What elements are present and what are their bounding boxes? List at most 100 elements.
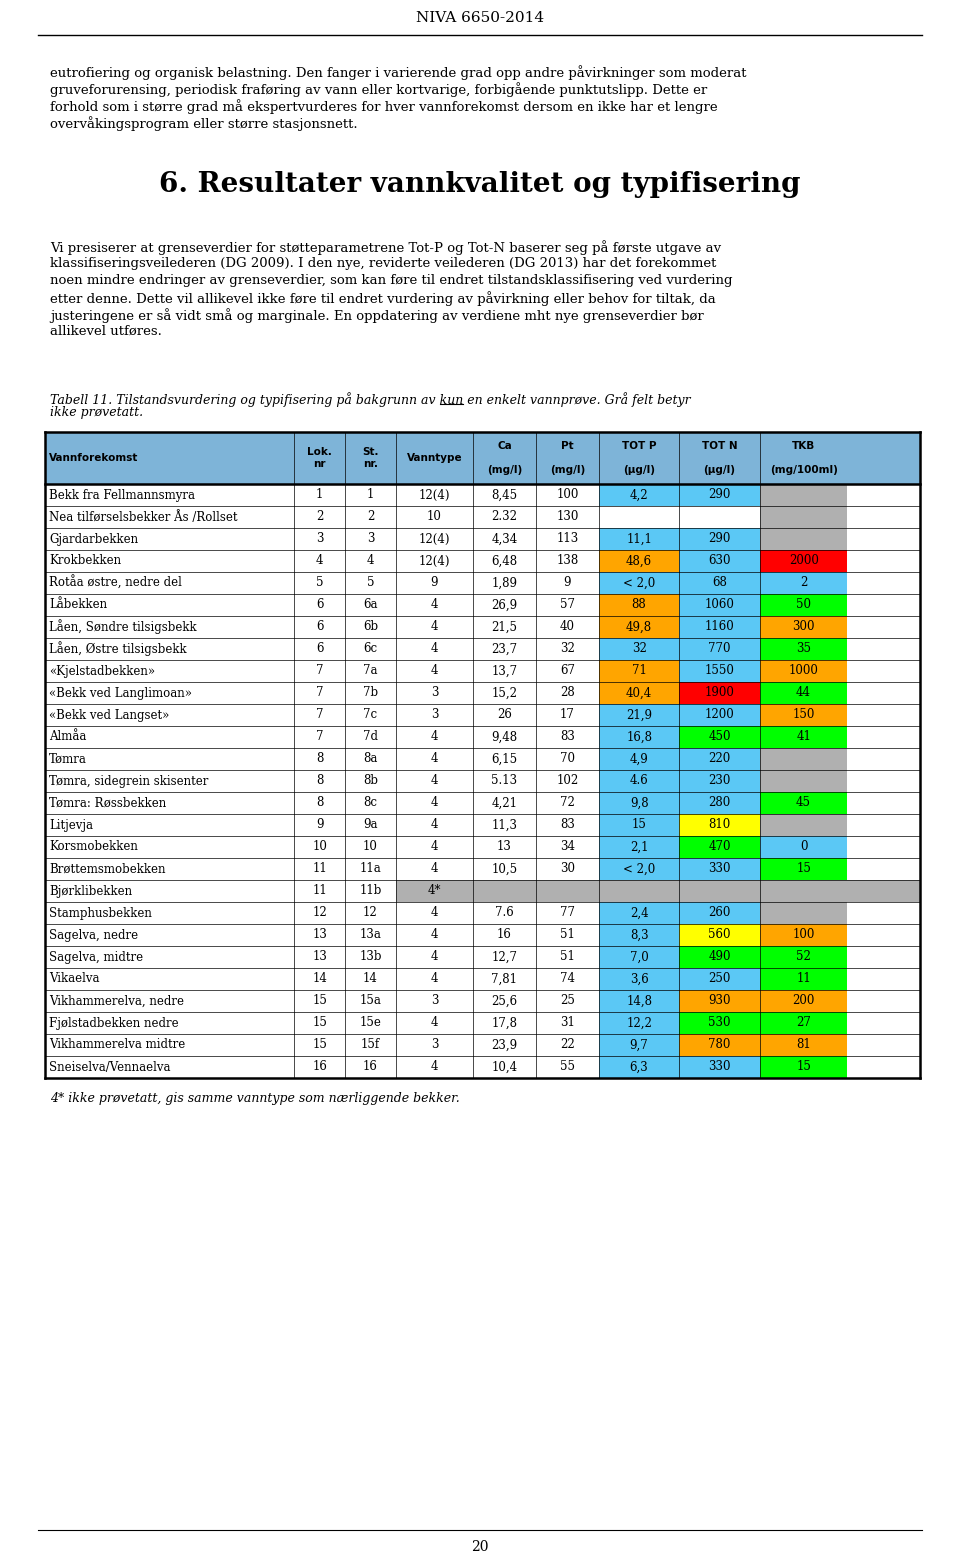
Text: Tømra: Tømra	[49, 753, 86, 765]
Bar	[680, 925, 760, 947]
Text: 45: 45	[796, 797, 811, 809]
Text: 7,0: 7,0	[630, 951, 649, 964]
Text: TOT P

(μg/l): TOT P (μg/l)	[622, 440, 657, 475]
Bar	[599, 594, 680, 615]
Text: 6,3: 6,3	[630, 1061, 649, 1073]
Text: 9,8: 9,8	[630, 797, 648, 809]
Text: 50: 50	[796, 598, 811, 611]
Text: 11,1: 11,1	[626, 533, 652, 545]
Text: 7: 7	[316, 731, 324, 744]
Text: 16: 16	[312, 1061, 327, 1073]
Bar	[760, 814, 848, 836]
Text: 7d: 7d	[363, 731, 378, 744]
Text: 48,6: 48,6	[626, 555, 652, 567]
Text: 330: 330	[708, 1061, 731, 1073]
Text: Tabell 11. Tilstandsvurdering og typifisering på bakgrunn av: Tabell 11. Tilstandsvurdering og typifis…	[50, 392, 440, 406]
Text: Vi presiserer at grenseverdier for støtteparametrene Tot-P og Tot-N baserer seg : Vi presiserer at grenseverdier for støtt…	[50, 241, 721, 255]
Text: 31: 31	[560, 1017, 575, 1029]
Text: 32: 32	[632, 642, 647, 656]
Text: 15: 15	[632, 818, 647, 831]
Bar	[599, 528, 680, 550]
Text: Vikhammerelva, nedre: Vikhammerelva, nedre	[49, 995, 184, 1007]
Bar	[680, 550, 760, 572]
Text: 9: 9	[431, 576, 438, 589]
Bar	[680, 858, 760, 879]
Text: 4: 4	[431, 753, 438, 765]
Text: 8: 8	[316, 797, 324, 809]
Text: 470: 470	[708, 840, 731, 853]
Text: 150: 150	[792, 709, 815, 722]
Text: Rotåa østre, nedre del: Rotåa østre, nedre del	[49, 576, 181, 590]
Bar	[680, 1056, 760, 1078]
Text: 51: 51	[560, 928, 575, 942]
Bar	[680, 572, 760, 594]
Text: 13a: 13a	[360, 928, 381, 942]
Text: 15: 15	[312, 1017, 327, 1029]
Text: 7b: 7b	[363, 687, 378, 700]
Text: 4: 4	[367, 555, 374, 567]
Text: 4: 4	[431, 598, 438, 611]
Bar	[760, 484, 848, 506]
Text: 8b: 8b	[363, 775, 378, 787]
Text: 2,4: 2,4	[630, 906, 648, 920]
Text: 10: 10	[427, 511, 442, 523]
Text: Tømra: Røssbekken: Tømra: Røssbekken	[49, 797, 166, 809]
Text: 12,2: 12,2	[626, 1017, 652, 1029]
Text: TKB

(mg/100ml): TKB (mg/100ml)	[770, 440, 837, 475]
Text: 8,45: 8,45	[492, 489, 517, 501]
Text: 930: 930	[708, 995, 731, 1007]
Text: 102: 102	[556, 775, 579, 787]
Text: 290: 290	[708, 489, 731, 501]
Text: 13: 13	[497, 840, 512, 853]
Text: 300: 300	[792, 620, 815, 634]
Text: 8: 8	[316, 775, 324, 787]
Text: justeringene er så vidt små og marginale. En oppdatering av verdiene mht nye gre: justeringene er så vidt små og marginale…	[50, 308, 704, 323]
Bar	[760, 792, 848, 814]
Text: 40: 40	[560, 620, 575, 634]
Text: Vikaelva: Vikaelva	[49, 973, 100, 986]
Text: 230: 230	[708, 775, 731, 787]
Text: 4: 4	[431, 620, 438, 634]
Text: 5: 5	[316, 576, 324, 589]
Bar	[599, 1012, 680, 1034]
Bar	[680, 704, 760, 726]
Text: 11: 11	[796, 973, 811, 986]
Text: 28: 28	[560, 687, 575, 700]
Text: 55: 55	[560, 1061, 575, 1073]
Text: 6,15: 6,15	[492, 753, 517, 765]
Bar	[599, 726, 680, 748]
Text: 630: 630	[708, 555, 731, 567]
Text: 2.32: 2.32	[492, 511, 517, 523]
Text: 330: 330	[708, 862, 731, 875]
Bar	[45, 433, 920, 484]
Text: 14: 14	[312, 973, 327, 986]
Text: 780: 780	[708, 1039, 731, 1051]
Text: 71: 71	[632, 664, 647, 678]
Text: 13: 13	[312, 928, 327, 942]
Text: 9,48: 9,48	[492, 731, 517, 744]
Text: 4: 4	[431, 642, 438, 656]
Bar	[760, 1012, 848, 1034]
Text: 4*: 4*	[427, 884, 442, 898]
Text: 12,7: 12,7	[492, 951, 517, 964]
Bar	[680, 990, 760, 1012]
Text: 8c: 8c	[364, 797, 377, 809]
Text: 7,81: 7,81	[492, 973, 517, 986]
Bar	[760, 704, 848, 726]
Text: 32: 32	[560, 642, 575, 656]
Text: Ca

(mg/l): Ca (mg/l)	[487, 440, 522, 475]
Text: 138: 138	[556, 555, 579, 567]
Text: 34: 34	[560, 840, 575, 853]
Text: 6. Resultater vannkvalitet og typifisering: 6. Resultater vannkvalitet og typifiseri…	[159, 172, 801, 198]
Text: 21,9: 21,9	[626, 709, 652, 722]
Text: 14: 14	[363, 973, 378, 986]
Text: Sneiselva/Vennaelva: Sneiselva/Vennaelva	[49, 1061, 171, 1073]
Text: NIVA 6650-2014: NIVA 6650-2014	[416, 11, 544, 25]
Text: Gjardarbekken: Gjardarbekken	[49, 533, 138, 545]
Text: 1160: 1160	[705, 620, 734, 634]
Text: 25,6: 25,6	[492, 995, 517, 1007]
Bar	[760, 726, 848, 748]
Text: 88: 88	[632, 598, 646, 611]
Text: 16,8: 16,8	[626, 731, 652, 744]
Text: 12(4): 12(4)	[419, 555, 450, 567]
